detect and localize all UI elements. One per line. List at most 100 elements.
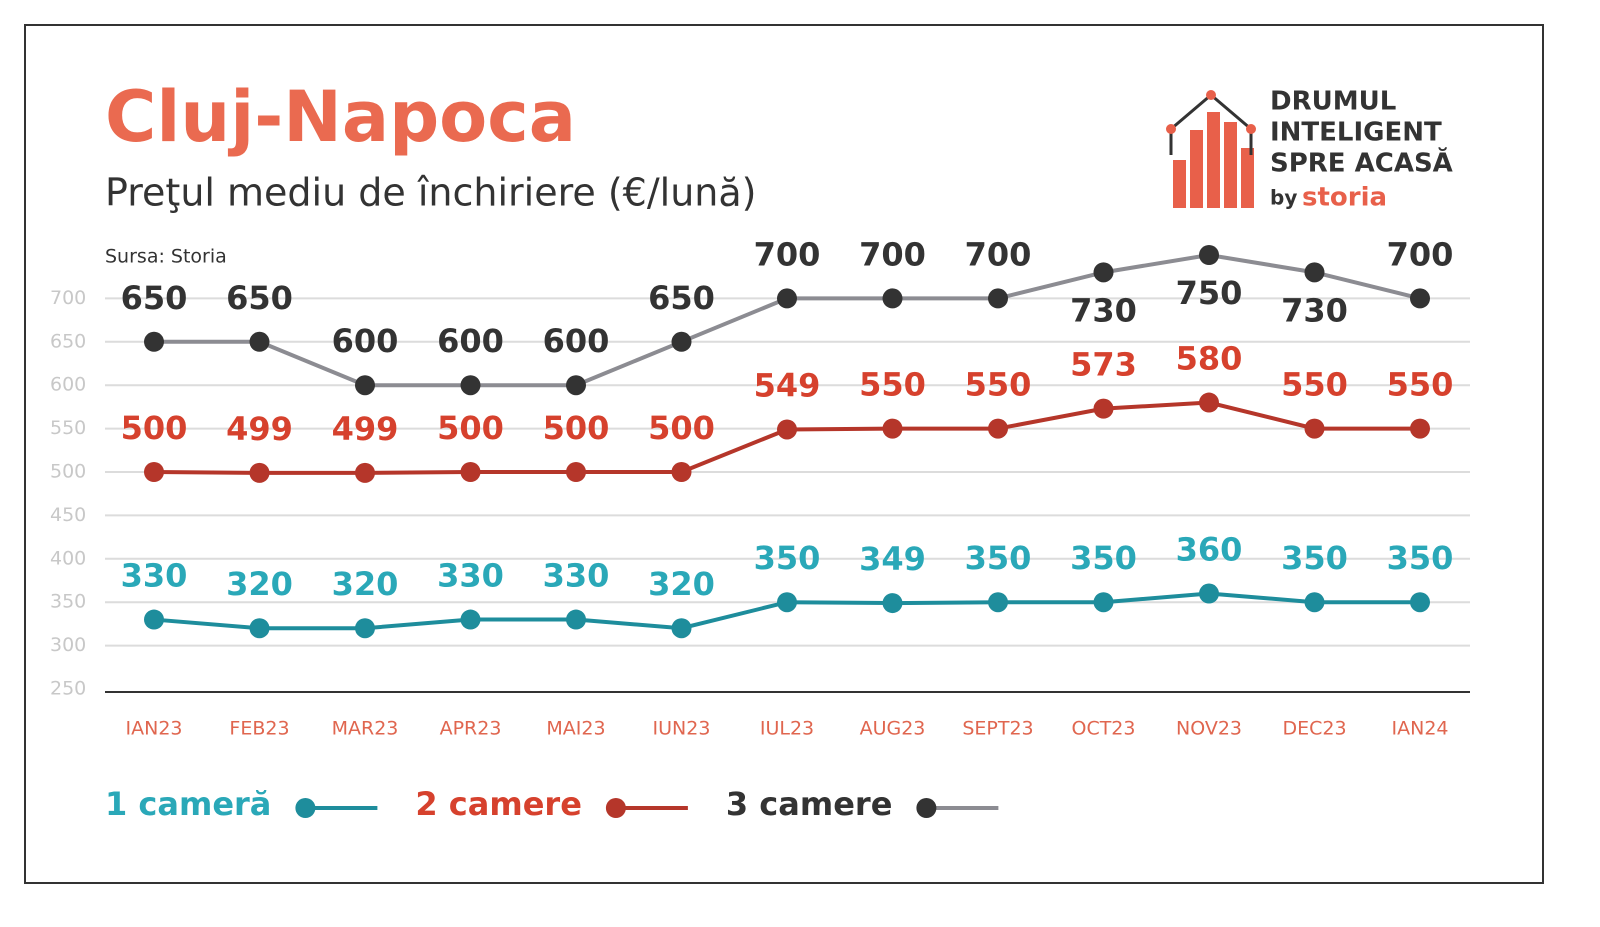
x-tick-label: IUN23 [653,718,711,740]
data-label: 360 [1176,531,1243,569]
y-tick-label: 650 [50,330,86,352]
brand-line: DRUMUL [1270,87,1396,117]
data-point [777,288,797,309]
data-label: 650 [226,279,293,317]
legend-marker [916,798,937,818]
y-tick-label: 550 [50,417,86,439]
x-tick-label: IAN24 [1392,718,1449,740]
data-label: 320 [226,565,293,603]
data-point [777,419,797,440]
data-label: 550 [1387,366,1454,404]
data-point [1304,418,1325,439]
data-label: 350 [754,539,821,577]
data-label: 700 [859,235,926,273]
data-label: 550 [859,366,926,404]
legend-marker [295,798,316,818]
data-label: 320 [332,565,399,603]
data-point [988,592,1008,613]
y-tick-label: 250 [50,678,86,700]
data-label: 330 [543,557,610,595]
y-tick-label: 300 [50,634,86,656]
data-point [460,609,481,630]
x-tick-label: SEPT23 [962,718,1033,740]
source: Sursa: Storia [105,246,227,268]
data-label: 350 [1070,539,1137,577]
data-point [1410,592,1430,613]
data-label: 700 [754,235,821,273]
data-point [1410,288,1430,309]
data-label: 330 [437,557,504,595]
logo-bars [1173,112,1254,208]
data-label: 500 [543,409,610,447]
data-point [882,418,903,439]
data-point [355,462,375,483]
data-label: 499 [226,410,293,448]
x-tick-label: DEC23 [1282,718,1346,740]
data-point [671,331,692,352]
data-label: 550 [965,366,1032,404]
data-label: 499 [332,410,399,448]
data-point [566,462,586,482]
data-point [355,375,375,396]
legend-label: 2 camere [415,785,582,823]
logo: DRUMUL INTELIGENT SPRE ACASĂ by storia [1166,87,1453,213]
data-label: 700 [1387,235,1454,273]
x-tick-label: NOV23 [1176,718,1242,740]
data-label: 573 [1070,346,1137,384]
data-label: 650 [121,279,188,317]
data-point [1199,583,1219,604]
data-label: 600 [437,322,504,360]
x-tick-label: MAI23 [546,718,605,740]
brand-by: by [1270,186,1297,210]
data-point [249,462,270,483]
data-point [460,375,481,396]
data-label: 700 [965,235,1032,273]
data-point [1093,398,1114,419]
x-tick-label: APR23 [440,718,502,740]
legend-label: 3 camere [726,785,893,823]
data-label: 350 [1387,539,1454,577]
data-point [882,593,903,614]
legend-label: 1 cameră [105,785,271,823]
x-tick-label: OCT23 [1071,718,1135,740]
y-tick-label: 400 [50,547,86,569]
data-point [144,462,164,482]
data-label: 500 [121,409,188,447]
y-tick-label: 350 [50,591,86,613]
data-label: 600 [332,322,399,360]
data-label: 320 [648,565,715,603]
data-label: 650 [648,279,715,317]
data-point [1199,245,1219,265]
x-tick-label: FEB23 [229,718,289,740]
data-point [671,618,692,639]
brand-name: storia [1302,183,1387,213]
y-tick-label: 500 [50,461,86,483]
data-point [1410,418,1430,439]
data-point [355,618,375,639]
legend-marker [605,798,626,818]
x-tick-label: IAN23 [126,718,183,740]
data-label: 730 [1281,291,1348,329]
data-point [1093,262,1114,283]
data-point [671,462,692,482]
data-point [249,618,270,639]
chart-title: Cluj-Napoca [105,76,576,158]
chart-subtitle: Preţul mediu de închiriere (€/lună) [105,171,756,215]
data-point [777,592,797,613]
y-tick-label: 450 [50,504,86,526]
data-point [988,288,1008,309]
data-point [144,331,164,352]
x-tick-label: AUG23 [860,718,926,740]
data-label: 730 [1070,291,1137,329]
x-tick-label: MAR23 [332,718,399,740]
data-label: 600 [543,322,610,360]
data-label: 330 [121,557,188,595]
brand-line: INTELIGENT [1270,118,1442,148]
data-label: 500 [437,409,504,447]
data-label: 549 [754,366,821,404]
data-point [1304,262,1325,283]
data-point [144,609,164,630]
data-point [1199,392,1219,413]
